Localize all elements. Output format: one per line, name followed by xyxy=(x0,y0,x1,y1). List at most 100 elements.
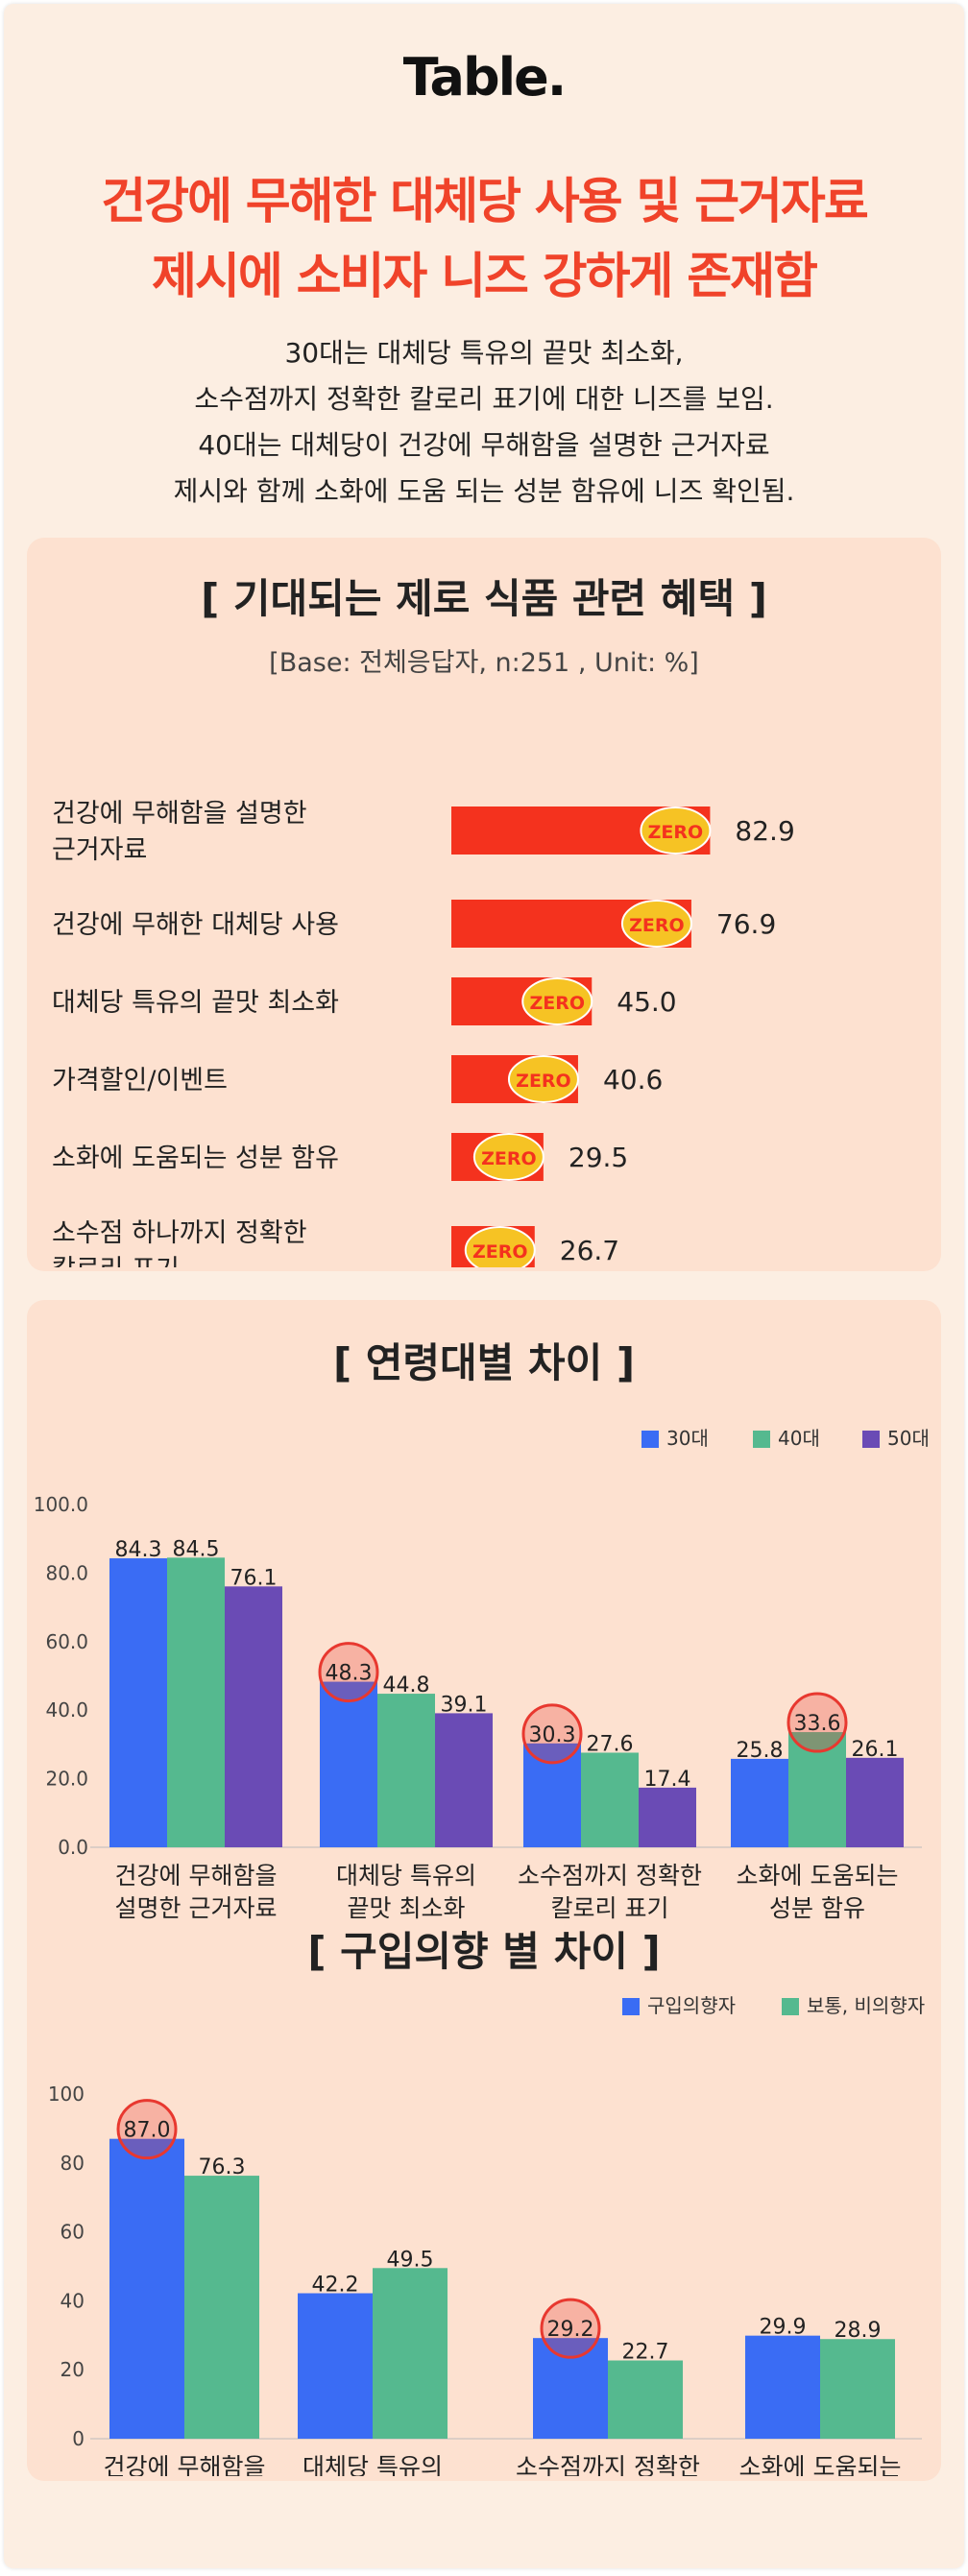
legend-label: 50대 xyxy=(887,1427,930,1450)
data-bar xyxy=(184,2176,259,2439)
data-bar xyxy=(608,2360,683,2439)
benefit-value-label: 26.7 xyxy=(560,1235,619,1266)
zero-badge-text: ZERO xyxy=(629,915,685,936)
data-value-label: 49.5 xyxy=(387,2248,434,2272)
headline-line-2: 제시에 소비자 니즈 강하게 존재함 xyxy=(152,249,818,305)
zero-badge-icon xyxy=(620,900,692,948)
legend-swatch xyxy=(641,1431,659,1448)
benefit-category-label: 소수점 하나까지 정확한 xyxy=(52,1218,307,1248)
legend-swatch xyxy=(782,1998,799,2015)
data-value-label: 84.3 xyxy=(115,1538,162,1562)
data-value-label: 42.2 xyxy=(312,2274,359,2298)
data-bar xyxy=(225,1586,282,1847)
data-value-label: 30.3 xyxy=(529,1723,576,1747)
y-tick-label: 0.0 xyxy=(58,1836,88,1859)
data-bar xyxy=(523,1743,581,1847)
data-bar xyxy=(109,1558,167,1847)
category-label: 설명한 근거자료 xyxy=(115,1894,278,1922)
headline-line-1: 건강에 무해한 대체당 사용 및 근거자료 xyxy=(101,174,869,230)
category-label: 소화에 도움되는 xyxy=(737,1862,899,1890)
subtitle: 30대는 대체당 특유의 끝맛 최소화, 소수점까지 정확한 칼로리 표기에 대… xyxy=(4,330,964,515)
category-label: 칼로리 표기 xyxy=(551,1894,669,1922)
benefits-card: [ 기대되는 제로 식품 관련 혜택 ] [Base: 전체응답자, n:251… xyxy=(27,538,941,1271)
data-value-label: 44.8 xyxy=(383,1673,430,1697)
benefit-value-label: 82.9 xyxy=(735,815,794,847)
data-value-label: 22.7 xyxy=(622,2341,669,2365)
highlight-circle xyxy=(521,1703,583,1765)
data-value-label: 17.4 xyxy=(644,1768,691,1792)
intent-chart-title: [ 구입의향 별 차이 ] xyxy=(307,1928,661,1975)
zero-badge-text: ZERO xyxy=(648,822,704,843)
data-bar xyxy=(820,2339,895,2439)
age-chart: 30대 40대 50대 0.0 20.0 40.0 60.0 80.0 100.0 84.3 84.… xyxy=(34,1427,930,1922)
y-tick-label: 60 xyxy=(60,2221,85,2244)
benefit-value-label: 29.5 xyxy=(569,1142,628,1173)
y-tick-label: 20 xyxy=(60,2358,85,2381)
category-label: 소수점까지 정확한 xyxy=(516,2453,700,2476)
subtitle-line-2: 소수점까지 정확한 칼로리 표기에 대한 니즈를 보임. xyxy=(194,383,774,415)
legend-label: 30대 xyxy=(666,1427,709,1450)
zero-badge-icon xyxy=(464,1226,536,1267)
data-bar xyxy=(581,1752,639,1847)
zero-badge-icon xyxy=(521,977,593,1025)
infographic-page: Table. 건강에 무해한 대체당 사용 및 근거자료 제시에 소비자 니즈 … xyxy=(4,4,964,2568)
data-bar xyxy=(377,1694,435,1847)
legend-label: 40대 xyxy=(778,1427,820,1450)
legend-label: 구입의향자 xyxy=(647,1994,736,2017)
data-bar xyxy=(639,1787,696,1847)
benefit-category-label: 칼로리 표기 xyxy=(52,1255,180,1267)
legend-swatch xyxy=(753,1431,770,1448)
data-value-label: 87.0 xyxy=(124,2119,171,2143)
data-value-label: 48.3 xyxy=(326,1662,373,1686)
data-bar xyxy=(373,2268,448,2439)
benefit-category-label: 가격할인/이벤트 xyxy=(52,1066,228,1095)
zero-badge-icon xyxy=(472,1133,544,1181)
benefits-chart-base: [Base: 전체응답자, n:251 , Unit: %] xyxy=(269,648,699,678)
zero-badge-icon xyxy=(640,807,712,855)
y-tick-label: 40.0 xyxy=(45,1698,88,1721)
y-tick-label: 100.0 xyxy=(34,1493,88,1516)
highlight-circle xyxy=(540,2298,601,2359)
legend-label: 보통, 비의향자 xyxy=(807,1994,925,2017)
data-value-label: 25.8 xyxy=(737,1739,784,1763)
data-value-label: 28.9 xyxy=(835,2319,882,2343)
data-bar xyxy=(846,1757,904,1847)
y-tick-label: 60.0 xyxy=(45,1630,88,1653)
data-bar xyxy=(533,2338,608,2439)
zero-badge-text: ZERO xyxy=(529,993,585,1014)
data-value-label: 27.6 xyxy=(587,1732,634,1756)
data-value-label: 84.5 xyxy=(173,1537,220,1561)
age-chart-title: [ 연령대별 차이 ] xyxy=(332,1339,636,1386)
y-tick-label: 80 xyxy=(60,2152,85,2175)
brand-logo: Table. xyxy=(402,47,568,108)
y-tick-label: 80.0 xyxy=(45,1561,88,1584)
data-value-label: 76.1 xyxy=(230,1566,278,1590)
category-label: 성분 함유 xyxy=(769,1894,865,1922)
category-label: 소화에 도움되는 xyxy=(739,2453,902,2476)
data-bar xyxy=(298,2293,373,2439)
benefit-value-label: 76.9 xyxy=(716,908,776,940)
highlight-circle xyxy=(786,1692,848,1753)
subtitle-line-3: 40대는 대체당이 건강에 무해함을 설명한 근거자료 xyxy=(198,429,770,461)
comparison-card: [ 연령대별 차이 ] 30대 40대 50대 0.0 20.0 40.0 60.0 80.0… xyxy=(27,1300,941,2481)
category-label: 대체당 특유의 xyxy=(336,1862,476,1890)
data-value-label: 33.6 xyxy=(794,1712,841,1736)
data-value-label: 29.9 xyxy=(760,2316,807,2340)
category-label: 소수점까지 정확한 xyxy=(518,1862,702,1890)
benefit-category-label: 소화에 도움되는 성분 함유 xyxy=(52,1144,339,1173)
benefits-chart-title: [ 기대되는 제로 식품 관련 혜택 ] xyxy=(201,575,767,622)
category-label: 대체당 특유의 xyxy=(302,2453,443,2476)
data-bar xyxy=(731,1758,788,1847)
data-value-label: 29.2 xyxy=(547,2318,594,2342)
y-tick-label: 40 xyxy=(60,2289,85,2312)
subtitle-line-4: 제시와 함께 소화에 도움 되는 성분 함유에 니즈 확인됨. xyxy=(173,475,795,507)
data-bar xyxy=(167,1557,225,1847)
category-label: 끝맛 최소화 xyxy=(348,1894,466,1922)
zero-badge-icon xyxy=(507,1055,579,1103)
legend-swatch xyxy=(862,1431,880,1448)
highlight-circle xyxy=(116,2099,178,2160)
benefit-category-label: 근거자료 xyxy=(52,835,147,865)
data-bar xyxy=(435,1713,493,1847)
category-label: 건강에 무해함을 xyxy=(104,2453,266,2476)
